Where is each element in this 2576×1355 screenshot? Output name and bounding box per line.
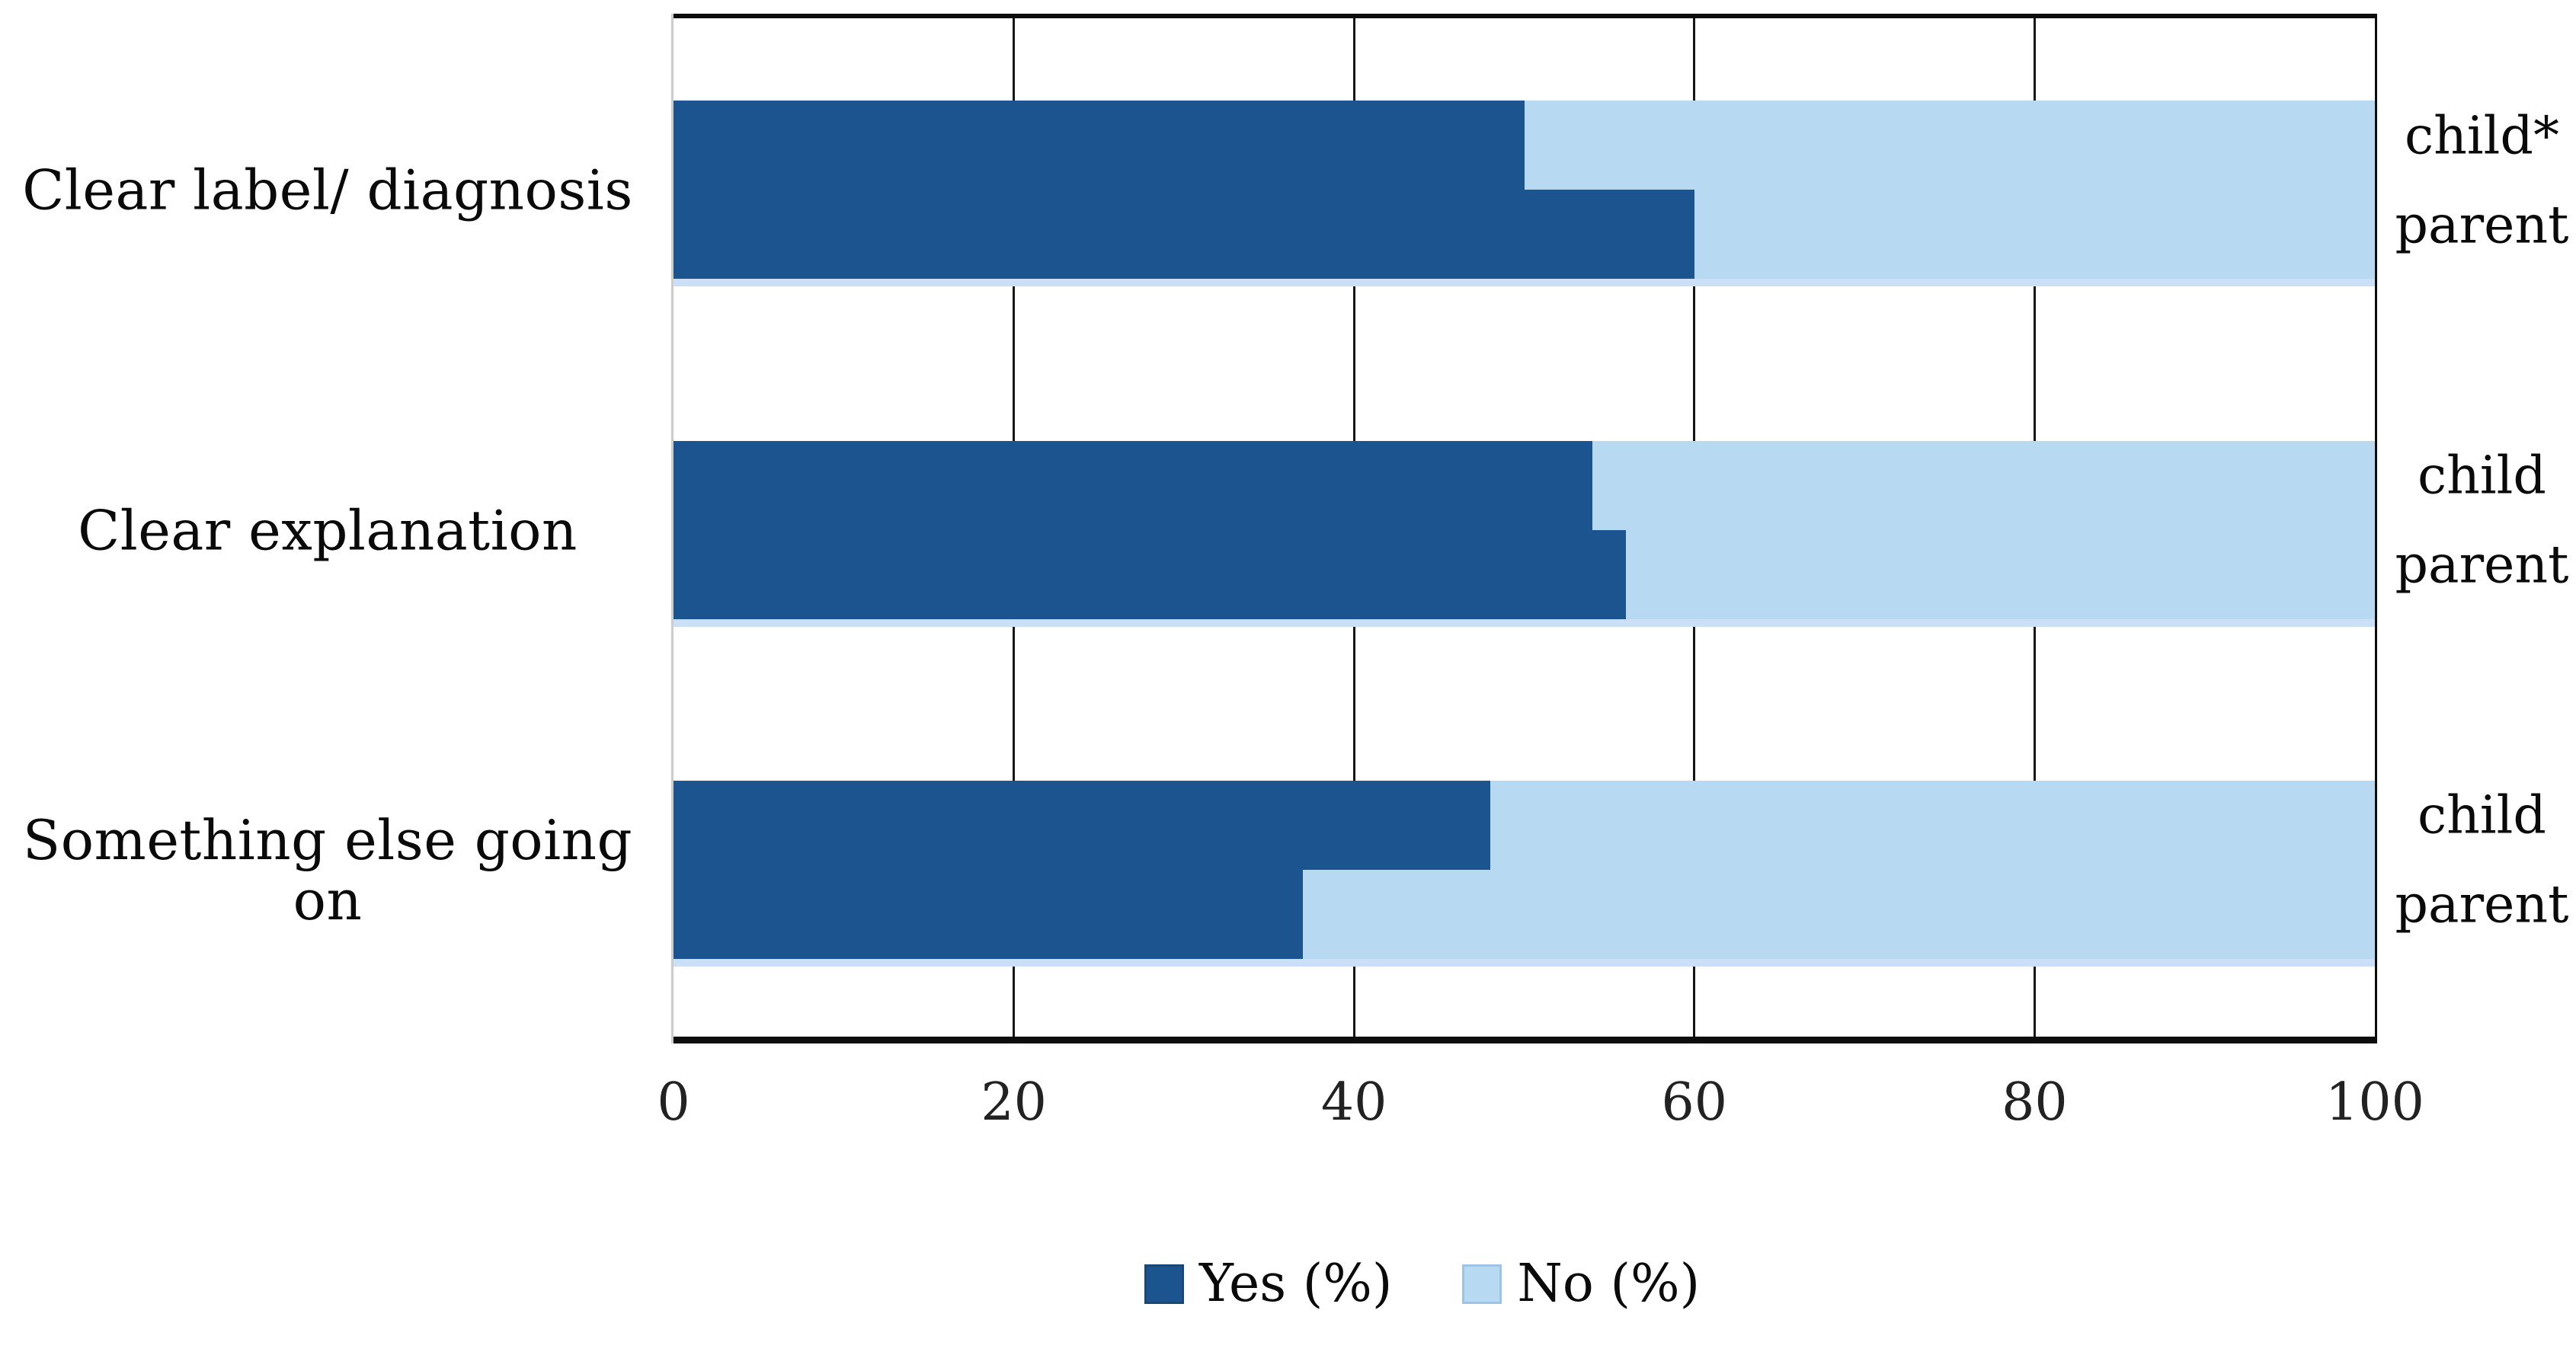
legend-label-yes: Yes (%) xyxy=(1199,1254,1393,1314)
yes-segment xyxy=(674,101,1525,190)
plot-border-right xyxy=(2375,14,2377,1043)
x-tick-label-40: 40 xyxy=(1320,1072,1387,1133)
yes-series-swatch xyxy=(1144,1264,1184,1304)
x-axis-line xyxy=(674,1037,2375,1043)
x-tick-label-20: 20 xyxy=(981,1072,1047,1133)
respondent-label: child xyxy=(2418,446,2546,507)
bar-row-clear-explanation-parent xyxy=(674,529,2375,619)
no-segment xyxy=(1592,440,2375,530)
bar-row-something-else-going-on-parent xyxy=(674,869,2375,959)
yes-segment xyxy=(674,440,1592,530)
x-tick-label-0: 0 xyxy=(657,1072,690,1133)
no-series-swatch xyxy=(1462,1264,1502,1304)
respondent-label: parent xyxy=(2395,874,2569,935)
no-segment xyxy=(1490,780,2375,870)
legend-item-yes: Yes (%) xyxy=(1144,1254,1392,1314)
no-segment xyxy=(1626,529,2375,619)
plot-border-left xyxy=(671,14,674,1043)
x-tick-label-100: 100 xyxy=(2325,1072,2424,1133)
category-label: Clear label/ diagnosis xyxy=(22,158,633,222)
no-segment xyxy=(1303,869,2375,959)
pair-underline xyxy=(674,618,2375,627)
pair-underline xyxy=(674,958,2375,967)
yes-segment xyxy=(674,869,1304,959)
x-tick-label-80: 80 xyxy=(2002,1072,2068,1133)
bar-row-clear-label--diagnosis-parent xyxy=(674,190,2375,280)
no-segment xyxy=(1524,101,2375,190)
respondent-label: child* xyxy=(2405,106,2559,167)
bar-row-clear-explanation-child xyxy=(674,440,2375,530)
respondent-label: parent xyxy=(2395,195,2569,256)
legend-item-no: No (%) xyxy=(1462,1254,1700,1314)
respondent-label: parent xyxy=(2395,535,2569,596)
legend: Yes (%) No (%) xyxy=(1144,1254,1700,1314)
yes-segment xyxy=(674,190,1694,280)
respondent-label: child xyxy=(2418,785,2546,846)
yes-segment xyxy=(674,529,1627,619)
no-segment xyxy=(1694,190,2375,280)
bar-row-something-else-going-on-child xyxy=(674,780,2375,870)
yes-segment xyxy=(674,780,1490,870)
bar-row-clear-label--diagnosis-child xyxy=(674,101,2375,190)
plot-area xyxy=(671,14,2377,1043)
pair-underline xyxy=(674,279,2375,287)
category-label: Something else going on xyxy=(22,807,633,932)
x-tick-label-60: 60 xyxy=(1661,1072,1728,1133)
plot-border-top xyxy=(674,14,2375,18)
legend-label-no: No (%) xyxy=(1517,1254,1701,1314)
category-label: Clear explanation xyxy=(78,497,578,562)
